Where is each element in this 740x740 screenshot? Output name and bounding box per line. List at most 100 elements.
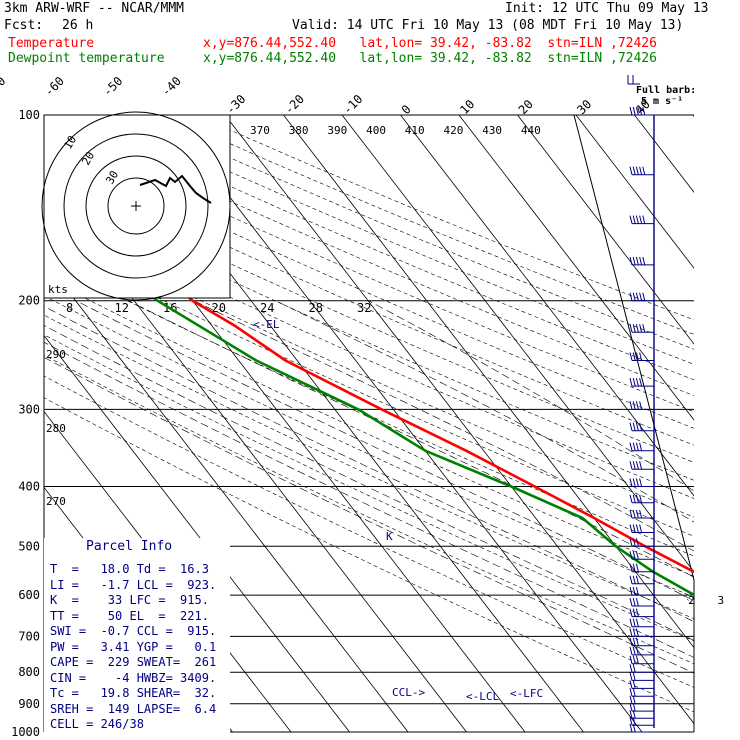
- hodograph-scale-label: 8: [66, 301, 73, 315]
- dry-adiabat-line: [44, 258, 694, 557]
- parcel-row: LI = -1.7 LCL = 923.: [50, 577, 217, 592]
- wind-barb-feather: [629, 695, 633, 704]
- wind-barb-feather: [632, 646, 636, 656]
- parcel-info-panel: Parcel Info T = 18.0 Td = 16.3 LI = -1.7…: [44, 538, 230, 736]
- hodograph-center: [131, 201, 141, 211]
- parcel-row: CIN = -4 HWBZ= 3409.: [50, 670, 217, 685]
- wind-barb-feather: [629, 106, 633, 116]
- hodograph-scale-label: 12: [115, 301, 129, 315]
- dry-adiabat-line: [44, 314, 694, 620]
- temperature-station-info: x,y=876.44,552.40 lat,lon= 39.42, -83.82…: [203, 36, 657, 51]
- pressure-tick-label: 300: [18, 402, 40, 416]
- wind-barb-feather: [629, 646, 633, 656]
- wind-barb-feather: [632, 618, 636, 627]
- isotherm-label: 20: [516, 97, 536, 117]
- dry-adiabat-line: [104, 115, 694, 365]
- wind-barb-feather: [632, 551, 636, 560]
- moist-adiabat-line: [44, 357, 694, 674]
- wind-barb-feather: [632, 352, 636, 361]
- model-title: 3km ARW-WRF -- NCAR/MMM: [4, 1, 185, 16]
- wind-barb-feather: [632, 575, 636, 584]
- wind-barb-feather: [642, 106, 646, 116]
- wind-barb-feather: [632, 563, 636, 572]
- wind-barb-feather: [635, 586, 639, 596]
- dry-adiabat-line: [44, 190, 694, 481]
- moist-adiabat-line: [44, 305, 694, 623]
- dry-adiabat-line: [44, 115, 694, 396]
- theta-label: 370: [250, 124, 270, 137]
- hodograph-ring: [85, 155, 187, 257]
- wind-barb-feather: [635, 215, 639, 224]
- wind-barb-feather: [629, 509, 633, 519]
- wind-barb-feather: [629, 680, 633, 689]
- wind-barb-feather: [629, 166, 633, 175]
- pressure-tick-label: 600: [18, 588, 40, 602]
- wind-barb-feather: [635, 494, 639, 503]
- wind-barb-feather: [629, 524, 633, 533]
- wind-barb-feather: [632, 256, 636, 266]
- wind-barb-feather: [639, 324, 643, 333]
- wind-barb-feather: [635, 563, 639, 572]
- wind-barb-feather: [632, 710, 636, 719]
- hodograph-ring: [41, 111, 231, 301]
- wind-barb-feather: [632, 106, 636, 116]
- wind-barb-feather: [629, 494, 633, 503]
- isotherm-label: 10: [457, 97, 477, 117]
- wind-barb-feather: [639, 166, 643, 175]
- wind-barb-feather: [635, 166, 639, 175]
- isotherm-line: [44, 334, 350, 732]
- wind-barb-feather: [632, 166, 636, 175]
- wind-barb-feather: [635, 422, 639, 431]
- wind-barb-feather: [639, 461, 643, 470]
- parcel-row: CAPE = 229 SWEAT= 261: [50, 655, 217, 669]
- hodograph-ring-label: 20: [79, 150, 97, 168]
- plot-right-border: [573, 114, 695, 732]
- wind-barb-feather: [635, 618, 639, 627]
- wind-barb-feather: [635, 551, 639, 560]
- wind-barb-feather: [635, 646, 639, 656]
- barb-legend-title: Full barb:: [636, 85, 696, 96]
- wind-barb-feather: [642, 215, 646, 224]
- wind-barb-feather: [632, 524, 636, 533]
- wind-barb-feather: [629, 688, 633, 697]
- wind-barb-feather: [635, 256, 639, 266]
- wind-barb-feather: [629, 401, 633, 410]
- pressure-tick-label: 200: [18, 294, 40, 308]
- wind-barb-feather: [632, 586, 636, 596]
- theta-label: 290: [46, 348, 66, 361]
- wind-barb-feather: [639, 377, 643, 387]
- moist-adiabat-line: [368, 300, 694, 492]
- parcel-row: T = 18.0 Td = 16.3: [50, 562, 209, 576]
- wind-barb-feather: [629, 655, 633, 664]
- wind-barb-feather: [632, 608, 636, 617]
- wind-barb-feather: [632, 723, 636, 733]
- wind-barb-feather: [629, 422, 633, 431]
- wind-barb-feather: [639, 215, 643, 224]
- wind-barb-feather: [632, 461, 636, 470]
- wind-barb-feather: [632, 664, 636, 673]
- wind-barb-feather: [632, 637, 636, 646]
- wind-barb-feather: [629, 256, 633, 266]
- isotherm-line: [283, 115, 694, 649]
- wind-barb-feather: [635, 324, 639, 333]
- wind-barb-feather: [632, 538, 636, 547]
- wind-barb-feather: [639, 401, 643, 410]
- dewpoint-station-info: x,y=876.44,552.40 lat,lon= 39.42, -83.82…: [203, 51, 657, 66]
- theta-label: 430: [482, 124, 502, 137]
- wind-barb-feather: [629, 702, 633, 712]
- wind-barb-feather: [635, 106, 639, 116]
- isotherm-label: -60: [42, 74, 67, 99]
- isotherm-label: -70: [0, 74, 8, 99]
- k-marker: K: [386, 530, 393, 543]
- wind-barb-feather: [632, 688, 636, 697]
- isotherm-line: [400, 115, 694, 497]
- isotherm-label: -10: [340, 92, 365, 117]
- hodograph-ring-label: 10: [61, 134, 79, 152]
- wind-barb-feather: [635, 377, 639, 387]
- wind-barb-feather: [635, 655, 639, 664]
- hodograph-scale-label: 32: [357, 301, 371, 315]
- dry-adiabat-line: [44, 397, 694, 713]
- wind-barb-feather: [635, 442, 639, 451]
- wind-barb-feather: [632, 377, 636, 387]
- moist-adiabat-line: [275, 300, 694, 523]
